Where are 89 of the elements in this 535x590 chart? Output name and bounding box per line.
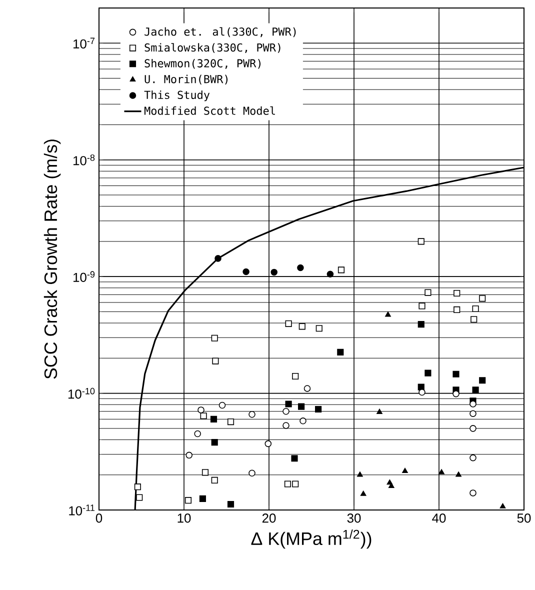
point <box>242 268 250 276</box>
x-tick-label: 30 <box>347 514 361 523</box>
point <box>200 412 207 420</box>
point <box>479 295 486 302</box>
point <box>470 400 476 408</box>
y-tick-label: 10$^{-11}$ <box>69 504 95 516</box>
point <box>284 480 291 488</box>
point <box>248 470 256 477</box>
point <box>470 425 476 432</box>
point <box>472 386 479 394</box>
y-tick-label: 10$^{-10}$ <box>68 388 95 399</box>
point <box>456 472 462 477</box>
point <box>385 312 391 317</box>
point <box>472 305 479 312</box>
point <box>337 348 344 356</box>
y-tick-label: 10$^{-9}$ <box>74 271 95 282</box>
point <box>285 400 292 408</box>
point <box>376 408 382 414</box>
point <box>326 270 334 278</box>
point <box>194 430 201 438</box>
point <box>418 238 424 245</box>
x-tick-label: 10 <box>178 514 191 523</box>
point <box>452 370 460 378</box>
x-tick-label: 20 <box>262 514 276 523</box>
point <box>297 264 304 272</box>
point <box>402 468 408 474</box>
point <box>210 416 218 422</box>
point <box>264 440 272 448</box>
point <box>418 321 424 328</box>
x-tick-label: 40 <box>432 514 446 523</box>
point <box>291 455 298 462</box>
point <box>470 490 476 496</box>
point <box>270 268 278 276</box>
point <box>500 503 506 508</box>
point <box>214 255 222 262</box>
point <box>186 452 192 459</box>
x-axis-title: Δ K(MPa m$^{1/2}$)) <box>251 530 372 549</box>
x-tick-label: 0 <box>96 514 102 523</box>
point <box>282 422 290 429</box>
point <box>418 302 426 310</box>
point <box>424 370 432 376</box>
legend-label: This Study <box>144 90 210 102</box>
legend-label: Shewmon(320C, PWR) <box>144 58 260 69</box>
point <box>479 377 486 384</box>
point <box>454 290 460 297</box>
point <box>218 402 226 409</box>
point <box>184 497 192 504</box>
y-axis-title: SCC Crack Growth Rate (m/s) <box>44 140 61 379</box>
legend-label: U. Morin(BWR) <box>144 74 228 85</box>
point <box>470 410 476 417</box>
y-tick-label: 10$^{-8}$ <box>74 154 95 166</box>
point <box>134 484 141 490</box>
point <box>292 480 299 488</box>
point <box>199 495 206 502</box>
point <box>304 385 311 392</box>
point <box>452 390 460 398</box>
x-tick-label: 50 <box>517 514 531 523</box>
point <box>316 325 322 332</box>
point <box>227 500 234 508</box>
point <box>454 306 460 314</box>
point <box>211 476 218 484</box>
point <box>298 403 305 410</box>
point <box>136 494 143 501</box>
point <box>470 316 478 323</box>
point <box>212 358 219 364</box>
point <box>424 289 432 296</box>
y-tick-label: 10$^{-7}$ <box>74 38 95 48</box>
point <box>300 418 306 424</box>
point <box>292 372 299 380</box>
point <box>202 469 209 476</box>
point <box>388 482 394 488</box>
legend-label: Jacho et. al(330C, PWR) <box>144 27 296 38</box>
point <box>198 406 204 414</box>
point <box>298 323 306 330</box>
point <box>315 406 322 413</box>
legend-label: Modified Scott Model <box>144 106 275 115</box>
point <box>338 266 345 274</box>
point <box>285 320 292 327</box>
point <box>248 410 256 418</box>
legend-label: Smialowska(330C, PWR) <box>144 43 280 54</box>
point <box>211 334 218 342</box>
point <box>470 454 476 462</box>
point <box>360 490 366 496</box>
point <box>357 472 363 477</box>
point <box>227 418 234 426</box>
point <box>438 469 444 474</box>
point <box>211 439 218 446</box>
point <box>282 408 290 415</box>
point <box>418 388 426 396</box>
